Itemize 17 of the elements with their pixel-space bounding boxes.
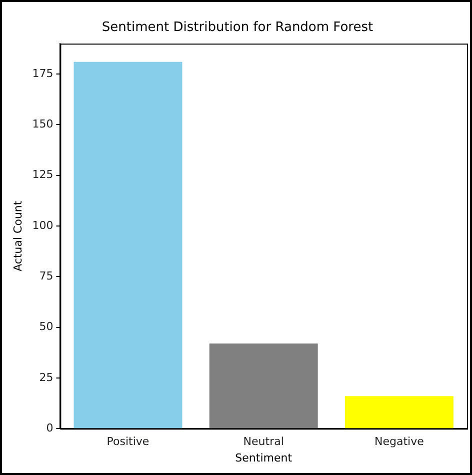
y-tick-label: 0 <box>46 421 54 434</box>
y-tick-label: 50 <box>39 320 54 334</box>
y-tick-label: 175 <box>32 66 54 80</box>
y-tick-label: 125 <box>32 168 54 182</box>
bar <box>344 396 454 428</box>
chart-title: Sentiment Distribution for Random Forest <box>102 20 374 36</box>
x-tick-label: Neutral <box>243 435 284 448</box>
x-tick-label: Positive <box>106 435 150 448</box>
y-tick-label: 75 <box>39 269 54 282</box>
x-tick-label: Negative <box>374 435 424 448</box>
y-axis-title: Actual Count <box>11 200 24 272</box>
bar <box>209 343 318 428</box>
y-tick-label: 100 <box>32 218 54 232</box>
bar <box>74 62 182 428</box>
y-tick-label: 25 <box>39 370 54 384</box>
x-axis-title: Sentiment <box>235 451 293 464</box>
y-tick-label: 150 <box>32 118 54 131</box>
